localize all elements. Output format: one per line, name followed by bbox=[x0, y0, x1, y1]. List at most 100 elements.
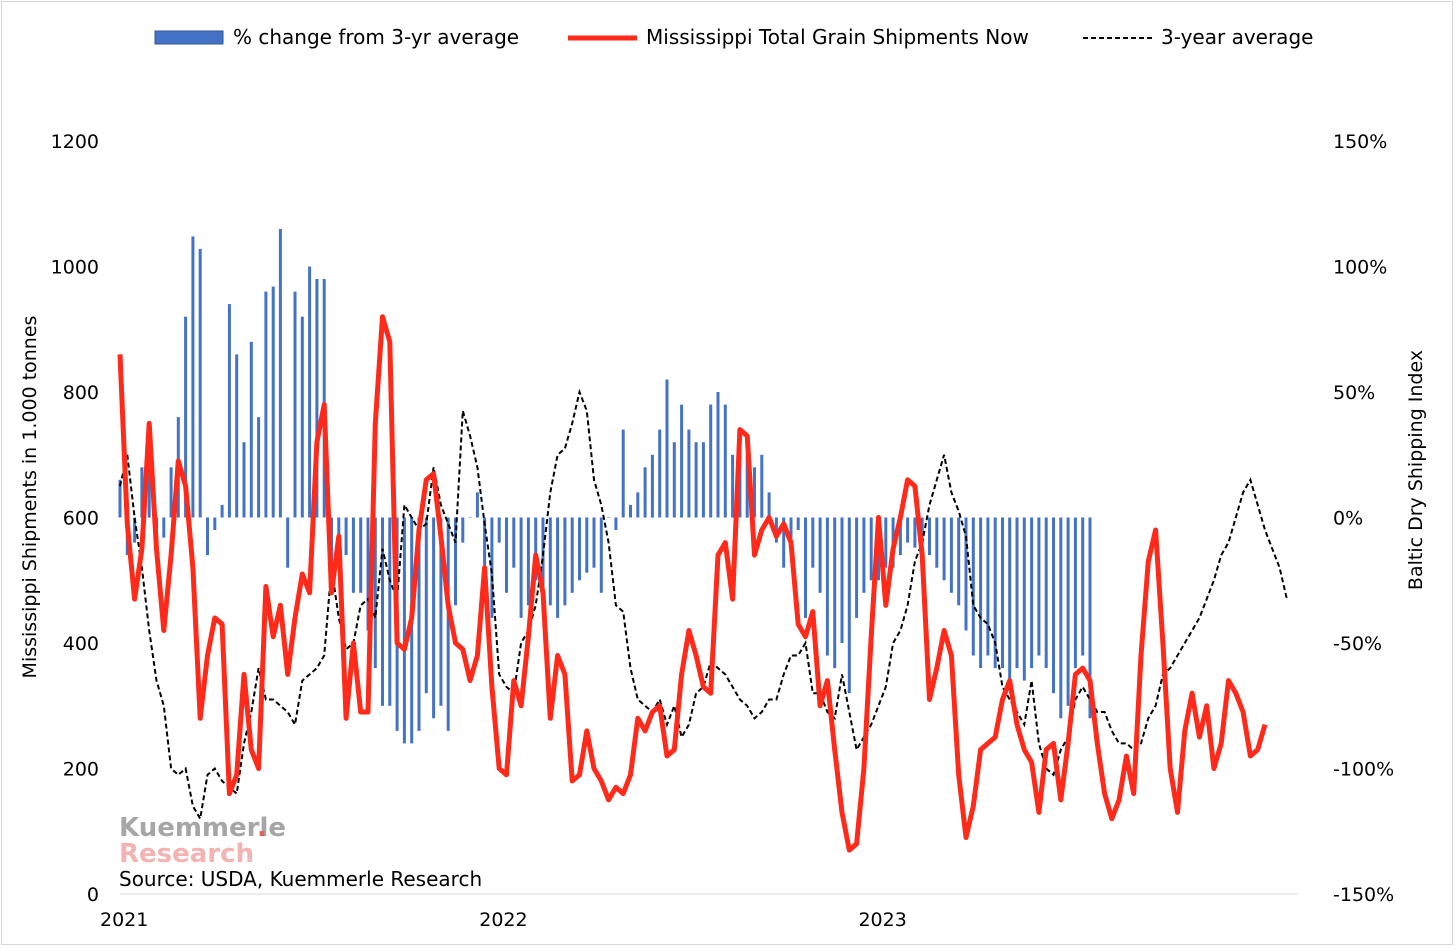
bar bbox=[315, 279, 319, 518]
bar bbox=[191, 236, 195, 518]
bar bbox=[118, 479, 122, 518]
bar bbox=[213, 517, 217, 530]
now-series-line bbox=[117, 314, 1268, 853]
bar bbox=[709, 404, 713, 518]
bar bbox=[227, 304, 231, 518]
bar bbox=[723, 404, 727, 518]
bar bbox=[417, 517, 421, 731]
bar bbox=[1066, 517, 1070, 706]
bar bbox=[337, 517, 341, 543]
bar bbox=[483, 517, 487, 581]
y2-tick-label: 100% bbox=[1333, 257, 1387, 279]
bar bbox=[636, 492, 640, 518]
y2-tick-label: 0% bbox=[1333, 508, 1363, 530]
bar bbox=[169, 467, 173, 518]
logo-line1: Kuemmerle bbox=[119, 813, 286, 843]
bar bbox=[913, 517, 917, 548]
bar bbox=[906, 517, 910, 543]
bar bbox=[650, 454, 654, 518]
bar bbox=[782, 517, 786, 568]
bar bbox=[935, 517, 939, 568]
bar bbox=[1059, 517, 1063, 719]
bar bbox=[847, 517, 851, 694]
bar bbox=[599, 517, 603, 593]
bar bbox=[432, 517, 436, 719]
legend-bars-swatch bbox=[154, 30, 224, 45]
bar bbox=[1022, 517, 1026, 681]
bar bbox=[869, 517, 873, 581]
x-tick-label: 2021 bbox=[100, 909, 148, 931]
bar bbox=[322, 279, 326, 518]
bar bbox=[898, 517, 902, 556]
y-tick-label: 800 bbox=[63, 382, 99, 404]
x-tick-label: 2022 bbox=[479, 909, 527, 931]
bar bbox=[373, 517, 377, 669]
bar bbox=[971, 517, 975, 656]
bar bbox=[526, 517, 530, 606]
y-tick-label: 400 bbox=[63, 633, 99, 655]
x-tick-label: 2023 bbox=[858, 909, 906, 931]
x-axis-ticks: 2021 2022 2023 bbox=[100, 909, 907, 931]
bar bbox=[271, 286, 275, 518]
bar bbox=[1030, 517, 1034, 669]
legend: % change from 3-yr average Mississippi T… bbox=[154, 25, 1313, 49]
bar bbox=[694, 442, 698, 518]
bar bbox=[505, 517, 508, 593]
bar bbox=[220, 504, 224, 518]
bar bbox=[796, 517, 800, 530]
bar bbox=[461, 517, 465, 543]
bar bbox=[672, 442, 676, 518]
bar bbox=[687, 429, 691, 518]
bar bbox=[402, 517, 406, 744]
bar bbox=[257, 417, 261, 518]
bars-series bbox=[118, 228, 1092, 744]
bar bbox=[293, 291, 297, 518]
bar bbox=[701, 442, 705, 518]
bar bbox=[949, 517, 953, 593]
bar bbox=[643, 467, 647, 518]
bar bbox=[1088, 517, 1092, 719]
bar bbox=[957, 517, 961, 606]
bar bbox=[862, 517, 866, 593]
bar bbox=[1001, 517, 1004, 669]
bar bbox=[410, 517, 414, 744]
bar bbox=[680, 404, 684, 518]
y2-axis-title: Baltic Dry Shipping Index bbox=[1405, 350, 1427, 590]
bar bbox=[1073, 517, 1077, 669]
bar bbox=[235, 354, 239, 518]
bar bbox=[986, 517, 990, 656]
bar bbox=[1052, 517, 1055, 694]
bar bbox=[351, 517, 355, 593]
bar bbox=[366, 517, 370, 631]
bar bbox=[344, 517, 348, 556]
bar bbox=[1044, 517, 1048, 669]
bar bbox=[840, 517, 844, 643]
bar bbox=[629, 504, 632, 518]
bar bbox=[249, 341, 253, 518]
bar bbox=[475, 492, 479, 518]
bar bbox=[446, 517, 450, 731]
bar bbox=[556, 517, 560, 618]
y-axis-title: Mississippi Shipments in 1.000 tonnes bbox=[19, 316, 41, 679]
bar bbox=[1081, 517, 1085, 656]
bar bbox=[242, 442, 246, 518]
legend-now-label: Mississippi Total Grain Shipments Now bbox=[646, 25, 1029, 49]
bar bbox=[140, 467, 144, 518]
bar bbox=[286, 517, 290, 568]
bar bbox=[468, 517, 472, 518]
bar bbox=[818, 517, 822, 593]
bar bbox=[308, 266, 312, 518]
bar bbox=[825, 517, 829, 656]
bar bbox=[942, 517, 946, 581]
bar bbox=[381, 517, 384, 706]
bar bbox=[833, 517, 837, 669]
bar bbox=[621, 429, 625, 518]
bar bbox=[1037, 517, 1041, 656]
bar bbox=[928, 517, 931, 556]
bar bbox=[745, 454, 749, 518]
bar bbox=[388, 517, 392, 706]
bar bbox=[548, 517, 552, 606]
bar bbox=[993, 517, 997, 669]
